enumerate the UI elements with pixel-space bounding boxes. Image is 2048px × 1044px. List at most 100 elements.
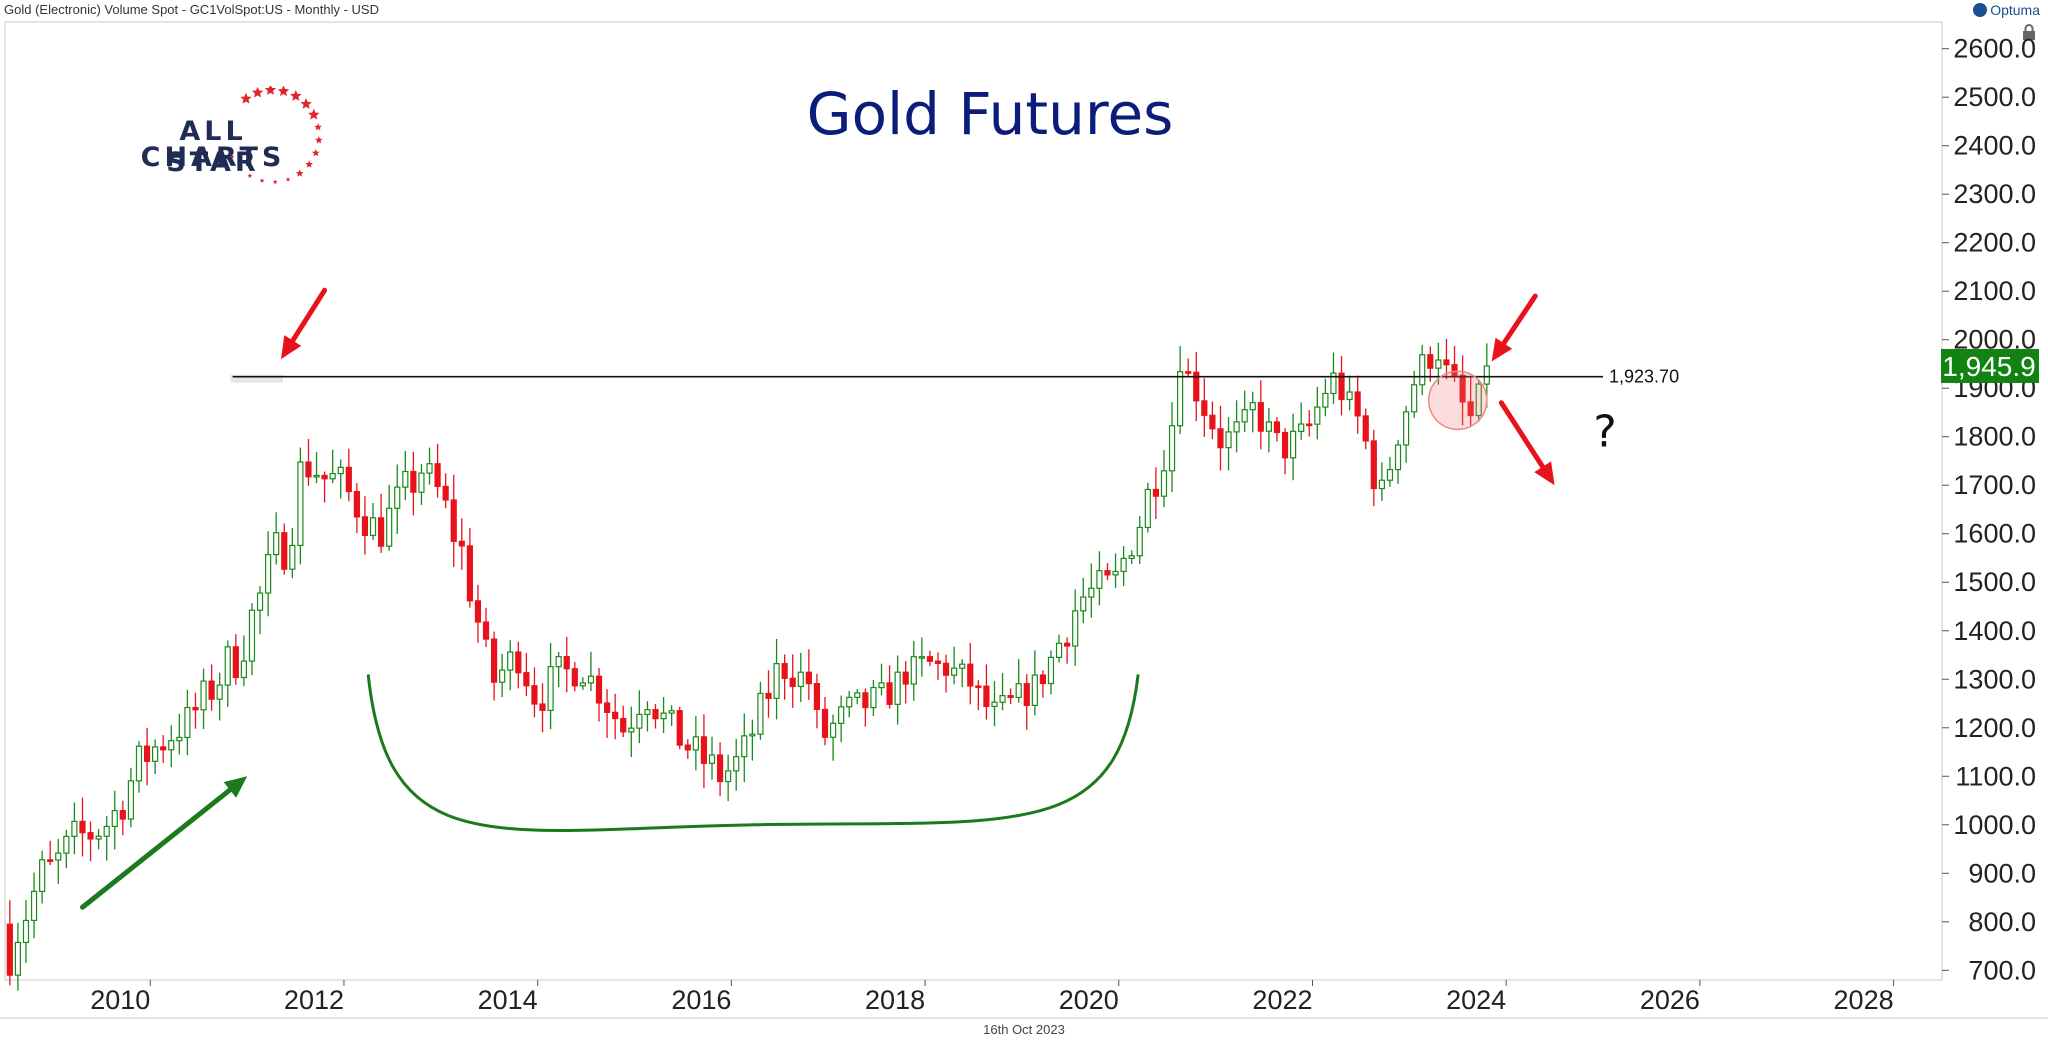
x-tick-label: 2022 bbox=[1252, 985, 1312, 1015]
candle-up bbox=[240, 660, 247, 679]
candle-down bbox=[305, 461, 312, 478]
candle-down bbox=[490, 638, 498, 683]
y-tick-label: 2200.0 bbox=[1953, 228, 2036, 258]
candle-down bbox=[345, 466, 352, 493]
candle-down bbox=[1338, 372, 1345, 401]
candle-down bbox=[862, 692, 869, 709]
green-arrow-3-shaft bbox=[79, 787, 233, 910]
candle-up bbox=[668, 710, 675, 714]
lock-icon[interactable] bbox=[2022, 24, 2036, 40]
candle-down bbox=[143, 745, 151, 762]
candle-up bbox=[1290, 430, 1297, 459]
candle-up bbox=[273, 532, 280, 556]
candle-up bbox=[797, 671, 804, 688]
candle-down bbox=[1209, 414, 1216, 430]
logo-star bbox=[251, 86, 264, 98]
logo-star bbox=[229, 154, 235, 159]
candle-up bbox=[1346, 391, 1353, 401]
candle-up bbox=[95, 835, 102, 840]
red-arrow-1-head bbox=[1491, 337, 1513, 362]
candle-up bbox=[71, 820, 78, 837]
candle-down bbox=[474, 600, 482, 623]
y-tick-label: 1200.0 bbox=[1953, 713, 2036, 743]
candle-up bbox=[838, 706, 845, 724]
candle-up bbox=[176, 736, 183, 742]
candle-up bbox=[846, 696, 853, 708]
candle-up bbox=[1475, 383, 1482, 417]
candle-down bbox=[523, 672, 530, 687]
candle-down bbox=[1354, 391, 1361, 417]
candle-down bbox=[1459, 374, 1466, 403]
candle-down bbox=[1467, 401, 1474, 417]
y-tick-label: 1400.0 bbox=[1953, 616, 2036, 646]
candle-up bbox=[587, 675, 595, 684]
candle-down bbox=[192, 706, 199, 711]
candle-up bbox=[741, 735, 748, 758]
candle-down bbox=[539, 703, 546, 711]
candle-down bbox=[789, 677, 796, 688]
logo-star bbox=[272, 179, 278, 184]
candle-down bbox=[781, 663, 788, 679]
red-arrow-0-shaft bbox=[290, 287, 328, 344]
candle-down bbox=[208, 680, 215, 700]
logo-star bbox=[314, 123, 322, 131]
candle-up bbox=[1249, 402, 1256, 411]
candle-down bbox=[450, 499, 457, 542]
candle-up bbox=[547, 666, 554, 711]
candle-up bbox=[30, 890, 38, 921]
candle-up bbox=[1225, 431, 1232, 449]
candle-up bbox=[1096, 570, 1103, 589]
logo-line-2: CHARTS bbox=[140, 142, 286, 173]
candle-up bbox=[1047, 656, 1055, 685]
candle-down bbox=[934, 660, 942, 664]
candle-down bbox=[1281, 431, 1289, 459]
candle-up bbox=[369, 517, 377, 536]
candle-up bbox=[313, 474, 320, 478]
candle-up bbox=[1055, 642, 1063, 658]
candle-up bbox=[1435, 359, 1442, 369]
candle-up bbox=[1072, 610, 1079, 647]
candle-down bbox=[1039, 674, 1047, 685]
candle-up bbox=[103, 825, 110, 837]
candle-down bbox=[975, 685, 982, 689]
candle-down bbox=[482, 621, 490, 640]
candle-up bbox=[256, 592, 264, 611]
y-tick-label: 1000.0 bbox=[1953, 810, 2036, 840]
y-tick-label: 700.0 bbox=[1968, 955, 2036, 985]
logo-star bbox=[305, 160, 313, 168]
candle-up bbox=[386, 507, 393, 547]
candle-up bbox=[265, 553, 272, 594]
red-arrow-0-head bbox=[281, 335, 302, 360]
x-tick-label: 2012 bbox=[284, 985, 344, 1015]
candle-up bbox=[216, 684, 223, 700]
candle-down bbox=[1273, 421, 1281, 434]
candle-up bbox=[951, 667, 958, 676]
candle-down bbox=[1152, 488, 1160, 497]
candle-down bbox=[47, 859, 54, 862]
y-tick-label: 2100.0 bbox=[1953, 276, 2036, 306]
y-tick-label: 1100.0 bbox=[1955, 761, 2036, 791]
candle-up bbox=[224, 646, 231, 686]
red-arrow-2-shaft bbox=[1498, 400, 1546, 470]
candle-down bbox=[1064, 642, 1071, 647]
y-tick-label: 2500.0 bbox=[1953, 82, 2036, 112]
candle-up bbox=[1112, 570, 1119, 576]
candle-down bbox=[1023, 683, 1030, 706]
candle-up bbox=[1394, 444, 1402, 471]
candle-up bbox=[499, 669, 506, 683]
x-tick-label: 2028 bbox=[1834, 985, 1894, 1015]
candle-up bbox=[910, 656, 917, 685]
candle-up bbox=[418, 472, 425, 493]
candle-down bbox=[119, 809, 126, 820]
x-tick-label: 2018 bbox=[865, 985, 925, 1015]
candle-up bbox=[1233, 421, 1240, 433]
candle-up bbox=[660, 712, 667, 720]
candle-down bbox=[684, 744, 691, 751]
candle-up bbox=[878, 682, 885, 689]
candle-up bbox=[644, 709, 651, 716]
candle-down bbox=[160, 746, 167, 751]
candle-down bbox=[942, 662, 950, 676]
candle-up bbox=[1080, 596, 1087, 612]
candle-down bbox=[813, 683, 821, 711]
